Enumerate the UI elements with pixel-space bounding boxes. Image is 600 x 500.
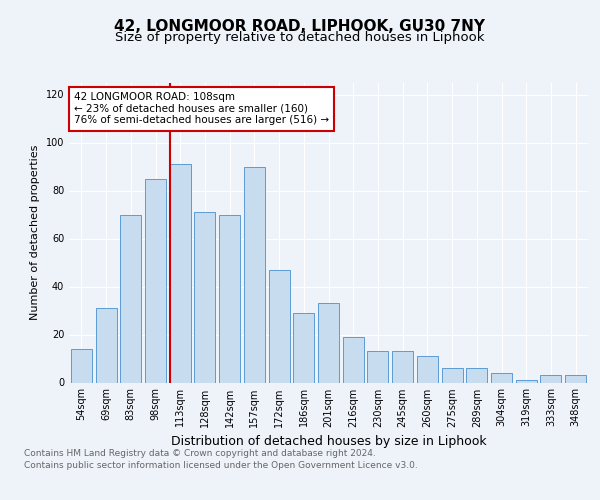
Bar: [194, 212, 215, 382]
Bar: [541, 376, 562, 382]
Bar: [71, 349, 92, 382]
Bar: [565, 376, 586, 382]
Bar: [293, 313, 314, 382]
Text: 42, LONGMOOR ROAD, LIPHOOK, GU30 7NY: 42, LONGMOOR ROAD, LIPHOOK, GU30 7NY: [115, 19, 485, 34]
Bar: [269, 270, 290, 382]
Text: Contains HM Land Registry data © Crown copyright and database right 2024.: Contains HM Land Registry data © Crown c…: [24, 448, 376, 458]
Bar: [417, 356, 438, 382]
Bar: [95, 308, 116, 382]
Bar: [170, 164, 191, 382]
Text: Contains public sector information licensed under the Open Government Licence v3: Contains public sector information licen…: [24, 461, 418, 470]
Text: Size of property relative to detached houses in Liphook: Size of property relative to detached ho…: [115, 31, 485, 44]
Bar: [318, 304, 339, 382]
Bar: [367, 352, 388, 382]
Bar: [343, 337, 364, 382]
Bar: [392, 352, 413, 382]
Bar: [145, 178, 166, 382]
Bar: [442, 368, 463, 382]
Y-axis label: Number of detached properties: Number of detached properties: [30, 145, 40, 320]
Bar: [120, 214, 141, 382]
Bar: [516, 380, 537, 382]
Bar: [244, 166, 265, 382]
X-axis label: Distribution of detached houses by size in Liphook: Distribution of detached houses by size …: [170, 435, 487, 448]
Bar: [466, 368, 487, 382]
Bar: [219, 214, 240, 382]
Bar: [491, 373, 512, 382]
Text: 42 LONGMOOR ROAD: 108sqm
← 23% of detached houses are smaller (160)
76% of semi-: 42 LONGMOOR ROAD: 108sqm ← 23% of detach…: [74, 92, 329, 126]
